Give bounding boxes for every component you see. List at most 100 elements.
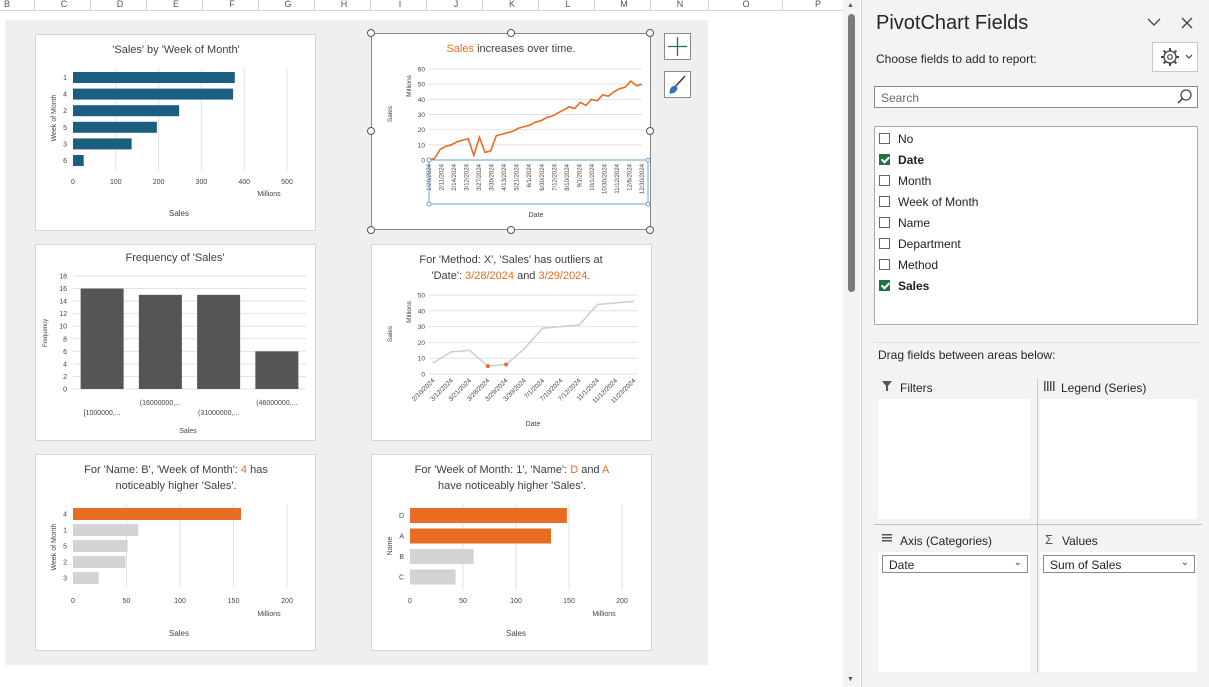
pane-title: PivotChart Fields	[876, 12, 1029, 34]
scroll-down-icon[interactable]: ▼	[847, 676, 854, 683]
column-header[interactable]: O	[742, 0, 750, 9]
x-tick-label: 50	[123, 598, 131, 605]
chevron-down-icon: ⌄	[1013, 557, 1022, 568]
scrollbar-thumb[interactable]	[848, 14, 855, 292]
tools-button[interactable]	[1152, 42, 1198, 72]
y-tick-label: 50	[418, 293, 426, 300]
search-icon[interactable]	[1176, 88, 1194, 106]
resize-handle-tl[interactable]	[367, 29, 375, 37]
column-header[interactable]: K	[508, 0, 516, 9]
x-tick-label: 150	[563, 598, 575, 605]
y-tick-label: 1	[63, 75, 67, 82]
axis-drop-zone[interactable]: Date ⌄	[878, 552, 1030, 672]
outlier-point	[485, 364, 490, 369]
close-icon[interactable]	[1180, 16, 1194, 33]
chevron-down-icon[interactable]	[1146, 14, 1162, 33]
values-field-dropdown[interactable]: Sum of Sales ⌄	[1043, 555, 1195, 573]
chart-sales-over-time[interactable]: Sales increases over time. 0 10 20 30 40 50 60 1…	[371, 33, 651, 230]
field-item-month[interactable]: Month	[879, 172, 1179, 192]
bar	[73, 88, 234, 100]
column-header[interactable]: J	[453, 0, 459, 9]
x-tick-label: 200	[153, 179, 165, 186]
column-header[interactable]: F	[229, 0, 235, 9]
field-item-sales[interactable]: Sales	[879, 277, 1179, 297]
field-checkbox[interactable]	[879, 259, 890, 270]
unit-label: Millions	[592, 611, 616, 618]
scroll-up-icon[interactable]: ▲	[847, 2, 854, 9]
field-search-box[interactable]	[874, 86, 1198, 108]
column-header[interactable]: G	[284, 0, 292, 9]
field-item-week-of-month[interactable]: Week of Month	[879, 193, 1179, 213]
resize-handle-br[interactable]	[646, 226, 654, 234]
filters-drop-zone[interactable]	[878, 399, 1030, 519]
y-tick-label: 50	[418, 82, 426, 89]
column-divider	[538, 0, 539, 10]
field-item-no[interactable]: No	[879, 130, 1179, 150]
field-item-name[interactable]: Name	[879, 214, 1179, 234]
field-checkbox[interactable]	[879, 133, 890, 144]
field-checkbox[interactable]	[879, 175, 890, 186]
title-highlight: 3/28/2024	[465, 270, 514, 282]
chart-method-x-outliers[interactable]: For 'Method: X', 'Sales' has outliers at…	[371, 244, 652, 441]
worksheet[interactable]: B C D E F G H I J K L M N O P 'Sales' by 'Week of Mont…	[0, 0, 860, 687]
resize-handle-mr[interactable]	[646, 127, 654, 135]
column-divider	[708, 0, 709, 10]
column-header[interactable]: M	[620, 0, 628, 9]
chart-title-line1: For 'Name: B', 'Week of Month': 4 has	[84, 464, 268, 476]
chart-frequency-of-sales[interactable]: Frequency of 'Sales' 0 2 4 6 8 10 12 14 16 18 [1000…	[35, 244, 316, 441]
x-axis-title: Date	[529, 212, 544, 219]
x-tick-label: 3/12/2024	[465, 163, 471, 190]
title-text: For 'Name: B', 'Week of Month':	[84, 464, 241, 476]
column-header[interactable]: C	[60, 0, 68, 9]
plus-icon	[668, 37, 687, 56]
column-header[interactable]: D	[116, 0, 124, 9]
column-header[interactable]: N	[676, 0, 684, 9]
field-checkbox[interactable]	[879, 238, 890, 249]
chart-title: Frequency of 'Sales'	[126, 252, 225, 264]
chart-name-b-week[interactable]: For 'Name: B', 'Week of Month': 4 has not…	[35, 454, 316, 651]
field-checkbox[interactable]	[879, 280, 890, 291]
resize-handle-bl[interactable]	[367, 226, 375, 234]
bar	[73, 572, 99, 584]
column-header[interactable]: I	[398, 0, 402, 9]
field-item-date[interactable]: Date	[879, 151, 1179, 171]
chart-elements-button[interactable]	[664, 33, 691, 60]
x-tick-label: [1000000,...	[84, 410, 121, 417]
field-item-department[interactable]: Department	[879, 235, 1179, 255]
field-list: No Date Month Week of Month Name Department Me…	[874, 126, 1198, 325]
field-checkbox[interactable]	[879, 154, 890, 165]
resize-handle-ml[interactable]	[367, 127, 375, 135]
legend-drop-zone[interactable]	[1040, 399, 1197, 519]
resize-handle-tr[interactable]	[646, 29, 654, 37]
resize-handle-tm[interactable]	[507, 29, 515, 37]
chart-styles-button[interactable]	[664, 71, 691, 98]
column-divider	[314, 0, 315, 10]
x-tick-label: 8/10/2024	[565, 163, 571, 190]
field-item-method[interactable]: Method	[879, 256, 1179, 276]
chart-title-line2: have noticeably higher 'Sales'.	[438, 480, 586, 492]
column-header[interactable]: B	[3, 0, 11, 9]
x-tick-label: 2/14/2024	[452, 163, 458, 190]
field-checkbox[interactable]	[879, 217, 890, 228]
vertical-scrollbar[interactable]: ▲ ▼	[843, 0, 860, 687]
x-tick-label: 6/1/2024	[527, 163, 533, 187]
y-tick-label: 1	[63, 528, 67, 535]
column-header[interactable]: E	[172, 0, 180, 9]
field-label: Department	[898, 237, 961, 251]
column-header[interactable]: L	[565, 0, 571, 9]
x-tick-label: 3/27/2024	[477, 163, 483, 190]
resize-handle-bm[interactable]	[507, 226, 515, 234]
field-checkbox[interactable]	[879, 196, 890, 207]
column-header[interactable]: P	[814, 0, 822, 9]
filters-area-label: Filters	[900, 381, 933, 395]
x-axis-title: Sales	[169, 629, 189, 638]
axis-field-dropdown[interactable]: Date ⌄	[882, 555, 1028, 573]
column-header[interactable]: H	[340, 0, 348, 9]
search-input[interactable]	[879, 89, 1173, 107]
values-drop-zone[interactable]: Sum of Sales ⌄	[1040, 552, 1197, 672]
outlier-point	[504, 362, 509, 367]
title-highlight: A	[602, 464, 610, 476]
bar	[73, 121, 157, 133]
chart-sales-by-week[interactable]: 'Sales' by 'Week of Month' 0 100 200 300 400 5…	[35, 34, 316, 231]
